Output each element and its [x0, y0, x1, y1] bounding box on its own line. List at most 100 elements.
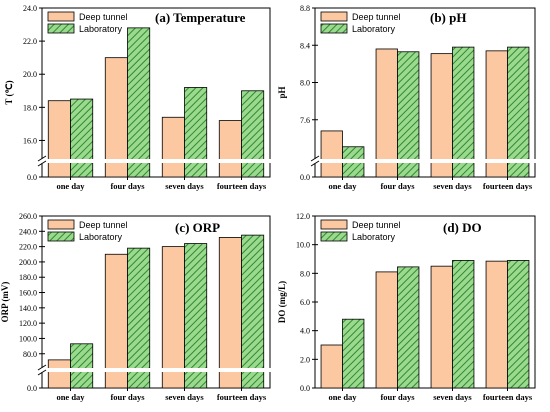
- y-tick-label: 16.0: [23, 136, 37, 145]
- legend-swatch-laboratory: [320, 231, 348, 242]
- y-tick-label: 8.0: [300, 79, 310, 88]
- bar-laboratory: [397, 266, 420, 389]
- y-tick-label: 20.0: [23, 70, 37, 79]
- bar-deep-tunnel: [320, 130, 343, 178]
- bar-laboratory: [452, 46, 475, 178]
- y-tick-label: 180.0: [19, 273, 37, 282]
- y-tick-label: 140.0: [19, 304, 37, 313]
- chart-panel-4: 12.0 10.0 8.0 6.0 4.0 2.0 0.0 DO (mg/L) one day f…: [277, 212, 536, 402]
- axis-break-mark: [37, 369, 47, 376]
- axis-break-mark: [37, 155, 47, 162]
- x-tick-label: fourteen days: [483, 181, 533, 191]
- bar-laboratory: [241, 90, 265, 178]
- axis-break-mark: [310, 155, 320, 162]
- y-tick-label: 10.0: [296, 241, 310, 250]
- legend-label-deep-tunnel: Deep tunnel: [79, 220, 128, 230]
- y-tick-label: 8.8: [300, 4, 310, 13]
- axis-break-mark: [37, 160, 47, 167]
- x-tick-label: fourteen days: [217, 392, 267, 402]
- plot-frame: [41, 7, 271, 178]
- bar-laboratory: [397, 51, 420, 178]
- bar-deep-tunnel: [47, 100, 71, 178]
- legend-label-deep-tunnel: Deep tunnel: [352, 220, 401, 230]
- bar-deep-tunnel: [161, 116, 185, 178]
- bar-laboratory: [70, 98, 94, 178]
- bar-laboratory: [507, 46, 530, 178]
- y-tick-label: 12.0: [296, 212, 310, 221]
- legend-swatch-deep-tunnel: [320, 11, 348, 22]
- bar-laboratory: [70, 343, 94, 389]
- x-tick-label: seven days: [433, 181, 472, 191]
- y-tick-label: 80.0: [23, 350, 37, 359]
- plot-frame: [41, 215, 271, 389]
- legend-swatch-laboratory: [47, 23, 75, 34]
- chart-panel-1: 24.0 22.0 20.0 18.0 16.0 0.0 T (℃) one day four …: [4, 4, 274, 191]
- bar-laboratory: [241, 234, 265, 389]
- legend-label-deep-tunnel: Deep tunnel: [79, 12, 128, 22]
- axis-break-mark: [37, 364, 47, 371]
- legend-label-laboratory: Laboratory: [79, 232, 123, 242]
- bar-deep-tunnel: [161, 246, 185, 389]
- bar-deep-tunnel: [218, 237, 242, 389]
- bar-laboratory: [342, 318, 365, 389]
- y-axis-label: ORP (mV): [0, 282, 10, 323]
- y-axis-label: DO (mg/L): [277, 281, 287, 323]
- legend-swatch-deep-tunnel: [47, 11, 75, 22]
- x-tick-label: seven days: [165, 181, 204, 191]
- bar-laboratory: [507, 260, 530, 389]
- x-tick-label: seven days: [433, 392, 472, 402]
- bar-deep-tunnel: [430, 53, 453, 178]
- x-tick-label: four days: [110, 392, 145, 402]
- y-tick-label: 8.4: [300, 41, 310, 50]
- y-axis-label: T (℃): [4, 80, 14, 104]
- bar-deep-tunnel: [485, 260, 508, 389]
- y-tick-label: 100.0: [19, 334, 37, 343]
- panel-title: (a) Temperature: [155, 10, 246, 25]
- x-tick-label: seven days: [165, 392, 204, 402]
- legend-label-laboratory: Laboratory: [79, 24, 123, 34]
- bar-deep-tunnel: [47, 359, 71, 389]
- y-tick-label: 6.0: [300, 298, 310, 307]
- x-tick-label: four days: [380, 181, 415, 191]
- y-tick-label: 2.0: [300, 355, 310, 364]
- x-tick-label: four days: [380, 392, 415, 402]
- y-tick-label: 18.0: [23, 103, 37, 112]
- axis-break-mark: [310, 160, 320, 167]
- y-tick-label: 160.0: [19, 289, 37, 298]
- bar-laboratory: [127, 27, 151, 178]
- legend-label-deep-tunnel: Deep tunnel: [352, 12, 401, 22]
- panel-title: (b) pH: [430, 10, 466, 25]
- y-tick-label: 0.0: [300, 384, 310, 393]
- legend-swatch-deep-tunnel: [320, 219, 348, 230]
- x-tick-label: one day: [328, 392, 357, 402]
- x-tick-label: fourteen days: [217, 181, 267, 191]
- y-tick-label: 240.0: [19, 227, 37, 236]
- y-tick-label: 200.0: [19, 258, 37, 267]
- x-tick-label: fourteen days: [483, 392, 533, 402]
- bar-deep-tunnel: [375, 48, 398, 178]
- bar-deep-tunnel: [320, 344, 343, 389]
- legend-swatch-deep-tunnel: [47, 219, 75, 230]
- y-tick-label: 22.0: [23, 37, 37, 46]
- y-tick-label: 0.0: [27, 173, 37, 182]
- y-tick-label: 0.0: [27, 384, 37, 393]
- panel-title: (d) DO: [443, 220, 482, 235]
- bar-laboratory: [184, 243, 208, 389]
- y-tick-label: 220.0: [19, 243, 37, 252]
- bar-deep-tunnel: [104, 253, 128, 389]
- legend-swatch-laboratory: [47, 231, 75, 242]
- bar-laboratory: [184, 87, 208, 178]
- bar-deep-tunnel: [485, 50, 508, 178]
- bar-deep-tunnel: [218, 120, 242, 178]
- y-axis-label: pH: [277, 86, 287, 98]
- y-tick-label: 120.0: [19, 319, 37, 328]
- axis-break-gap: [38, 159, 274, 163]
- x-tick-label: one day: [328, 181, 357, 191]
- chart-panel-3: 260.0 240.0 220.0 200.0 180.0 160.0 140.0 120.0…: [0, 212, 274, 402]
- x-tick-label: one day: [56, 181, 85, 191]
- x-tick-label: four days: [110, 181, 145, 191]
- panel-title: (c) ORP: [175, 220, 220, 235]
- y-tick-label: 7.6: [300, 116, 310, 125]
- y-tick-label: 260.0: [19, 212, 37, 221]
